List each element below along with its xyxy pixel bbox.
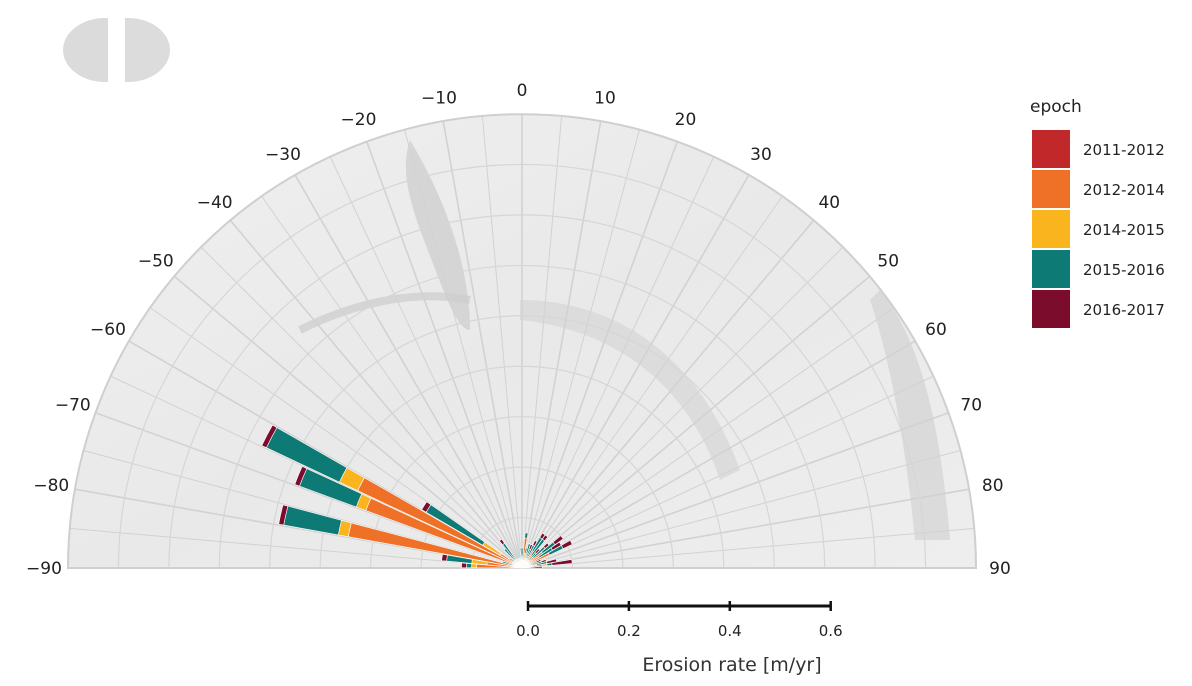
bar-segment-2016-2017: [461, 562, 468, 569]
angle-tick-label: −20: [341, 110, 377, 130]
legend-label: 2012-2014: [1083, 181, 1165, 199]
grid-ring: [168, 214, 876, 569]
angle-tick-label: 70: [960, 396, 982, 416]
grid-spoke: [521, 120, 602, 569]
grid-spoke: [521, 174, 750, 569]
grid-spoke: [481, 115, 523, 569]
watermark-logo: [63, 18, 170, 82]
bar-segment-2016-2017: [278, 504, 289, 526]
bar-segment-2015-2016: [466, 563, 473, 569]
grid-spoke: [404, 129, 523, 569]
bar-segment-2015-2016: [524, 532, 529, 539]
chart-boundary: [66, 113, 978, 569]
angle-tick-label: 60: [925, 320, 947, 340]
legend-swatch: [1032, 170, 1070, 208]
grid-spoke: [329, 156, 523, 569]
angular-tick-labels: −90 −80 −70 −60 −50 −40 −30 −20 −10 0 10 20 30 40 50 60…: [26, 81, 1011, 579]
angle-tick-label: 80: [982, 476, 1004, 496]
grid-spoke: [521, 141, 679, 569]
angle-tick-label: 40: [818, 193, 840, 213]
grid-spoke: [442, 120, 523, 569]
grid-ring: [218, 264, 826, 569]
grid-spoke: [521, 219, 815, 569]
angle-tick-label: −90: [26, 559, 62, 579]
bar-segment-2016-2017: [294, 465, 308, 487]
legend-swatch: [1032, 250, 1070, 288]
bar-segment-2016-2017: [539, 532, 546, 540]
angle-tick-label: 20: [675, 110, 697, 130]
grid-spoke: [521, 307, 895, 569]
angle-tick-label: −50: [138, 252, 174, 272]
bar-segment-2016-2017: [261, 424, 278, 449]
scale-tick-label: 0.2: [617, 622, 641, 640]
grid-spoke: [521, 115, 563, 569]
legend-title: epoch: [1030, 97, 1082, 117]
grid-spoke: [521, 527, 975, 569]
background-map: [68, 114, 976, 568]
legend-label: 2015-2016: [1083, 261, 1165, 279]
angle-tick-label: −70: [55, 396, 91, 416]
angle-tick-label: 50: [877, 252, 899, 272]
angle-tick-label: −80: [33, 476, 69, 496]
scale-tick-label: 0.0: [516, 622, 540, 640]
angle-tick-label: 30: [750, 145, 772, 165]
angle-tick-label: −30: [265, 145, 301, 165]
grid-spoke: [521, 488, 970, 569]
grid-spoke: [200, 246, 523, 569]
grid-spoke: [521, 340, 916, 569]
stacked-bars: [261, 424, 573, 569]
bar-segment-2016-2017: [441, 553, 448, 562]
bar-segment-2014-2015: [471, 563, 478, 569]
scale-tick-label: 0.6: [819, 622, 843, 640]
bar-segment-2015-2016: [515, 558, 520, 565]
legend-swatch: [1032, 210, 1070, 248]
angle-tick-label: 10: [594, 88, 616, 108]
legend: epoch 2011-2012 2012-2014 2014-2015 2015-20…: [1030, 97, 1165, 328]
bar-segment-2016-2017: [526, 565, 543, 569]
bar-segment-2016-2017: [541, 534, 549, 542]
grid-spoke: [229, 219, 523, 569]
legend-swatch: [1032, 290, 1070, 328]
grid-spoke: [261, 195, 523, 569]
bar-segment-2016-2017: [551, 559, 573, 566]
bar-segment-2016-2017: [560, 539, 573, 550]
grid-spoke: [173, 275, 523, 569]
legend-label: 2016-2017: [1083, 301, 1165, 319]
bar-segment-2015-2016: [509, 557, 515, 563]
grid-spoke: [521, 195, 783, 569]
bar-segment-2016-2017: [498, 538, 506, 546]
grid-spoke: [521, 246, 844, 569]
grid-spoke: [521, 275, 871, 569]
radial-scale: Erosion rate [m/yr] 0.0 0.2 0.4 0.6: [516, 601, 843, 676]
grid-spoke: [521, 450, 961, 569]
radial-axis-title: Erosion rate [m/yr]: [642, 654, 821, 676]
grid-spoke: [521, 411, 949, 569]
grid-spoke: [521, 156, 715, 569]
grid-spoke: [365, 141, 523, 569]
legend-swatch: [1032, 130, 1070, 168]
angle-tick-label: 90: [989, 559, 1011, 579]
scale-tick-label: 0.4: [718, 622, 742, 640]
legend-label: 2011-2012: [1083, 141, 1165, 159]
grid-spoke: [521, 129, 640, 569]
grid-spoke: [521, 375, 934, 569]
angle-tick-label: 0: [517, 81, 528, 101]
angle-tick-label: −10: [421, 88, 457, 108]
grid-ring: [117, 163, 927, 569]
legend-label: 2014-2015: [1083, 221, 1165, 239]
grid-spoke: [294, 174, 523, 569]
angle-tick-label: −40: [197, 193, 233, 213]
angle-tick-label: −60: [90, 320, 126, 340]
bar-segment-2016-2017: [421, 501, 432, 513]
bar-segment-2016-2017: [552, 535, 564, 546]
